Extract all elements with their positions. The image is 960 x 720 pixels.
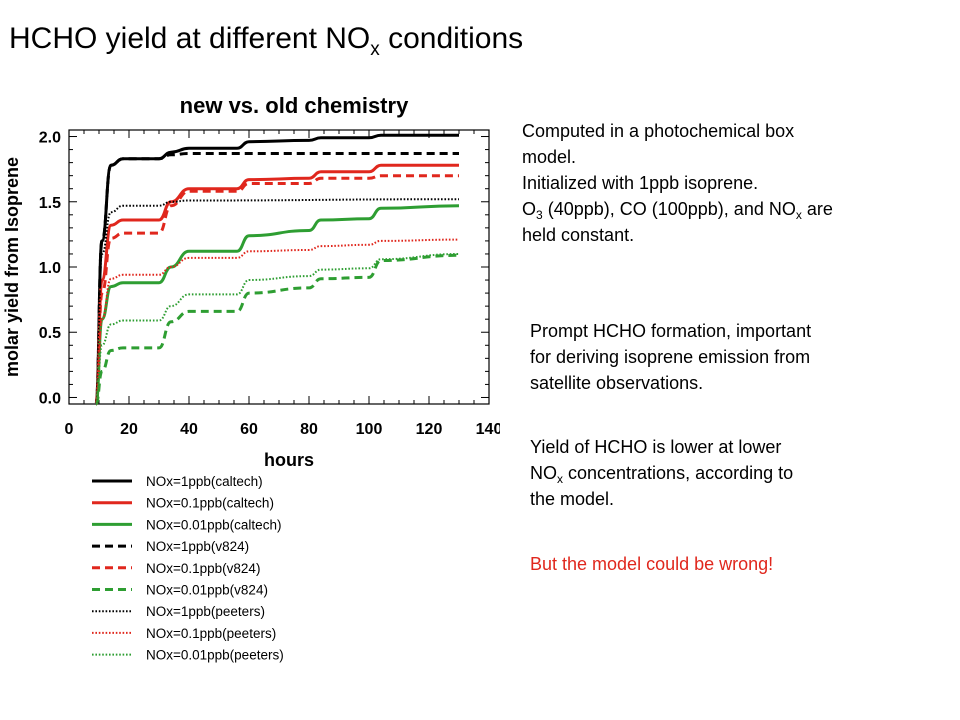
slide-title: HCHO yield at different NOx conditions xyxy=(9,22,524,59)
y-tick-label: 2.0 xyxy=(39,130,61,147)
note-fragment: are xyxy=(801,199,833,219)
note-fragment: NO xyxy=(530,463,557,483)
note-line: Yield of HCHO is lower at lower xyxy=(530,437,782,457)
x-tick-label: 0 xyxy=(65,421,74,438)
series-line xyxy=(94,204,460,406)
note-line: Computed in a photochemical box xyxy=(522,121,795,141)
note-line: Prompt HCHO formation, important xyxy=(530,321,812,341)
title-subscript: x xyxy=(370,39,380,60)
plot-frame xyxy=(68,129,490,405)
x-tick-label: 80 xyxy=(300,421,318,438)
title-tail: conditions xyxy=(379,22,524,55)
series-line xyxy=(95,238,460,405)
title-main: HCHO yield at different NO xyxy=(9,22,371,55)
legend-label: NOx=0.1ppb(caltech) xyxy=(146,496,274,511)
x-tick-label: 120 xyxy=(416,421,443,438)
x-tick-label: 20 xyxy=(120,421,138,438)
note-line: for deriving isoprene emission from xyxy=(530,347,811,367)
yield-chart: new vs. old chemistry 0 20 40 60 80 100 120 140 0… xyxy=(2,93,500,663)
note-fragment: (40ppb), CO (100ppb), and NO xyxy=(542,199,796,219)
note-subscript: x xyxy=(795,208,802,222)
note-box-yield: Yield of HCHO is lower at lower NOx conc… xyxy=(530,434,793,512)
note-line: model. xyxy=(522,147,577,167)
y-tick-label: 0.5 xyxy=(39,325,61,342)
legend-label: NOx=0.1ppb(v824) xyxy=(146,561,260,576)
note-line: satellite observations. xyxy=(530,373,704,393)
series-line xyxy=(95,198,460,405)
note-subscript: 3 xyxy=(536,208,543,222)
series-line xyxy=(94,253,460,406)
legend-label: NOx=1ppb(peeters) xyxy=(146,604,265,619)
series-line xyxy=(94,152,459,406)
y-tick-label: 0.0 xyxy=(39,390,61,407)
chart-title: new vs. old chemistry xyxy=(180,93,409,118)
legend-label: NOx=0.01ppb(v824) xyxy=(146,583,268,598)
y-axis-label: molar yield from Isoprene xyxy=(2,157,22,377)
series-line xyxy=(94,174,459,406)
note-line: Initialized with 1ppb isoprene. xyxy=(522,173,759,193)
x-tick-label: 100 xyxy=(356,421,383,438)
x-tick-label: 140 xyxy=(476,421,500,438)
note-box-method: Computed in a photochemical box model. I… xyxy=(522,118,833,248)
note-fragment: O xyxy=(522,199,537,219)
legend-label: NOx=0.01ppb(caltech) xyxy=(146,517,281,532)
note-line: NOx concentrations, according to xyxy=(530,460,793,486)
note-line: O3 (40ppb), CO (100ppb), and NOx are xyxy=(522,196,833,222)
warning-text: But the model could be wrong! xyxy=(530,554,774,574)
note-box-prompt: Prompt HCHO formation, important for der… xyxy=(530,318,811,396)
x-tick-label: 60 xyxy=(240,421,258,438)
note-line: the model. xyxy=(530,489,615,509)
legend-label: NOx=1ppb(v824) xyxy=(146,539,249,554)
legend-label: NOx=0.1ppb(peeters) xyxy=(146,626,276,641)
series-line xyxy=(94,133,459,406)
note-subscript: x xyxy=(557,472,563,486)
y-tick-label: 1.5 xyxy=(39,195,61,212)
note-fragment: concentrations, according to xyxy=(563,463,794,483)
series-line xyxy=(94,163,459,406)
series-line xyxy=(95,253,460,405)
note-line: held constant. xyxy=(522,225,635,245)
x-tick-label: 40 xyxy=(180,421,198,438)
x-axis-label: hours xyxy=(264,450,314,470)
legend-label: NOx=0.01ppb(peeters) xyxy=(146,648,284,663)
legend-label: NOx=1ppb(caltech) xyxy=(146,474,263,489)
y-tick-label: 1.0 xyxy=(39,260,61,277)
